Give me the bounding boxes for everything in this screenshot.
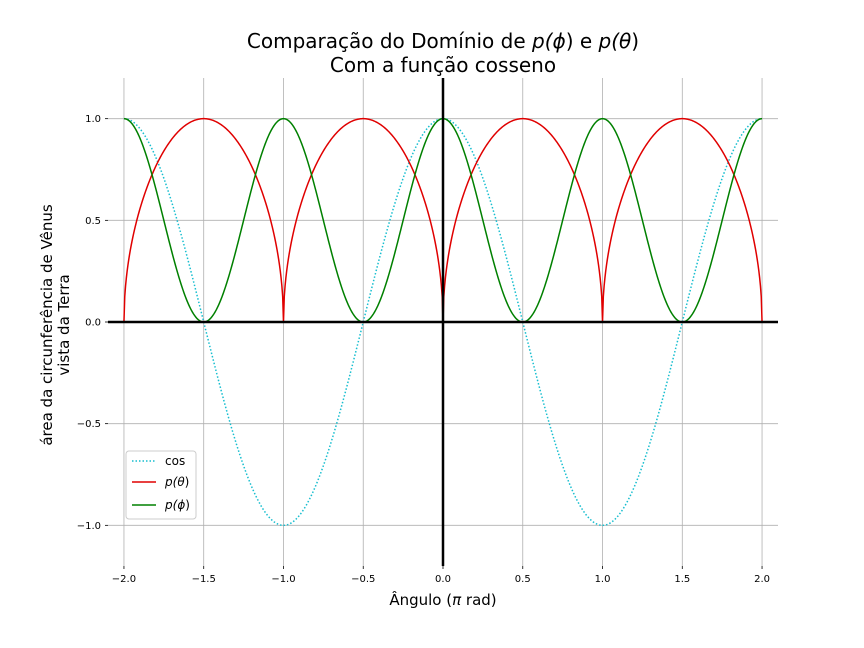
y-tick-labels: −1.0 −0.5 0.0 0.5 1.0 (77, 114, 108, 532)
y-tick-label-3: 0.5 (85, 216, 101, 227)
legend-box (125, 450, 197, 520)
legend: cos p(θ) p(ϕ) (125, 450, 197, 520)
legend-label-cos: cos (165, 454, 185, 468)
x-tick-label-3: −0.5 (351, 574, 375, 585)
y-tick-label-1: −0.5 (77, 419, 101, 430)
legend-label-p-phi: p(ϕ) (164, 498, 190, 512)
y-axis-label-line2: vista da Terra (55, 274, 73, 375)
x-tick-label-6: 1.0 (595, 574, 611, 585)
x-tick-label-1: −1.5 (192, 574, 216, 585)
y-axis-label: área da circunferência de Vênus vista da… (38, 204, 73, 446)
x-tick-label-7: 1.5 (674, 574, 690, 585)
y-tick-label-0: −1.0 (77, 521, 101, 532)
axes (108, 78, 778, 566)
legend-label-p-theta: p(θ) (164, 475, 189, 489)
chart-title-line1: Comparação do Domínio de p(ϕ) e p(θ) (247, 29, 639, 53)
x-axis-label: Ângulo (π rad) (389, 590, 496, 609)
y-axis-label-line1: área da circunferência de Vênus (38, 204, 56, 446)
x-tick-label-5: 0.5 (515, 574, 531, 585)
x-tick-label-8: 2.0 (754, 574, 770, 585)
x-tick-label-2: −1.0 (271, 574, 295, 585)
y-tick-label-2: 0.0 (85, 318, 101, 329)
x-tick-label-0: −2.0 (112, 574, 136, 585)
y-tick-label-4: 1.0 (85, 114, 101, 125)
x-tick-label-4: 0.0 (435, 574, 451, 585)
series-line-0 (123, 117, 763, 527)
x-tick-labels: −2.0 −1.5 −1.0 −0.5 0.0 0.5 1.0 1.5 2.0 (112, 566, 770, 585)
chart-title-line2: Com a função cosseno (330, 53, 556, 77)
